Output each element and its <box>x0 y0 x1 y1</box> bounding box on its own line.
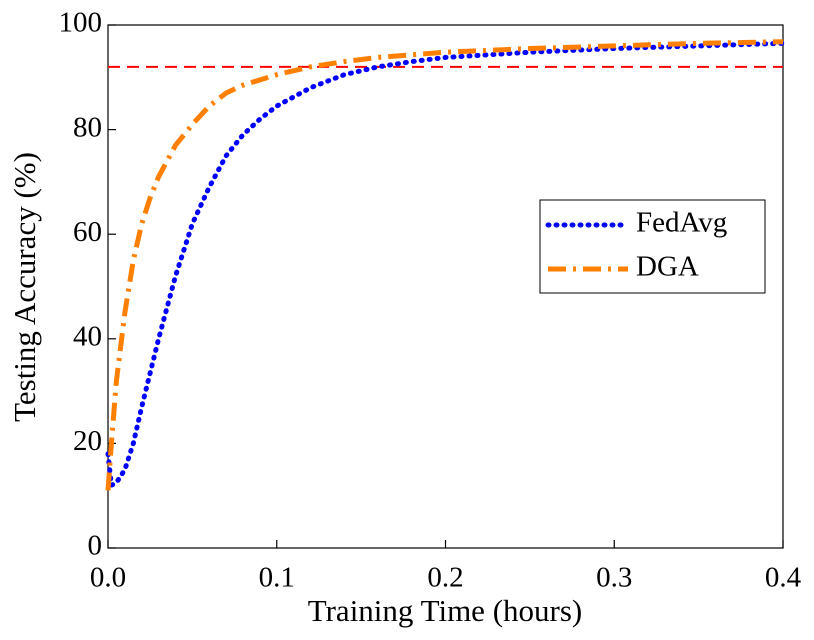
y-tick-label: 80 <box>73 111 102 143</box>
series-line <box>105 39 784 491</box>
x-tick-label: 0.1 <box>259 562 295 594</box>
y-tick-label: 100 <box>59 7 103 39</box>
y-tick-label: 0 <box>88 530 103 562</box>
legend-label: FedAvg <box>636 207 727 239</box>
x-axis-title: Training Time (hours) <box>308 593 582 628</box>
x-tick-label: 0.4 <box>765 562 802 594</box>
series-line <box>105 40 786 490</box>
y-tick-label: 20 <box>73 425 102 457</box>
legend-box <box>539 199 766 294</box>
y-tick-label: 60 <box>73 216 102 248</box>
legend-label: DGA <box>636 251 699 283</box>
x-tick-label: 0.2 <box>427 562 463 594</box>
y-axis-title: Testing Accuracy (%) <box>7 152 42 422</box>
x-tick-label: 0.3 <box>596 562 632 594</box>
y-tick-label: 40 <box>73 320 102 352</box>
x-tick-label: 0.0 <box>90 562 126 594</box>
